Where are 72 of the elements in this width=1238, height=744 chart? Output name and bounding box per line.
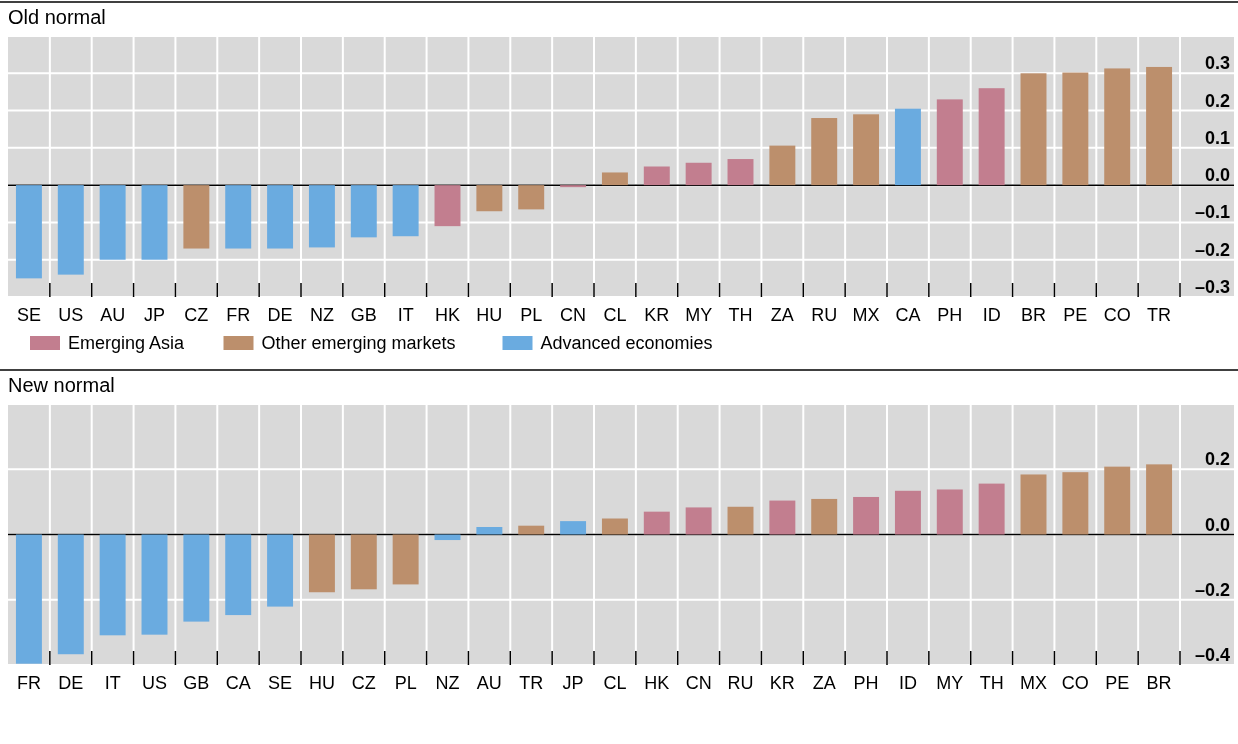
x-tick-label: MX bbox=[1020, 673, 1047, 693]
legend-label: Emerging Asia bbox=[68, 333, 186, 353]
x-tick-label: PH bbox=[937, 305, 963, 325]
x-tick-label: ZA bbox=[770, 305, 794, 325]
y-tick-label: 0.1 bbox=[1204, 127, 1230, 148]
x-tick-label: HU bbox=[476, 305, 503, 325]
x-tick-label: AU bbox=[100, 305, 126, 325]
x-tick-label: SE bbox=[16, 305, 41, 325]
y-tick-label: 0.3 bbox=[1204, 53, 1230, 74]
x-tick-label: GB bbox=[183, 673, 210, 693]
chart-title: New normal bbox=[8, 374, 115, 396]
x-tick-label: SE bbox=[268, 673, 293, 693]
x-tick-label: NZ bbox=[309, 305, 334, 325]
x-tick-label: RU bbox=[811, 305, 838, 325]
x-tick-label: CN bbox=[560, 305, 587, 325]
y-tick-label: 0.2 bbox=[1204, 90, 1230, 111]
x-tick-label: DE bbox=[267, 305, 293, 325]
x-tick-label: PH bbox=[853, 673, 879, 693]
x-tick-label: FR bbox=[16, 673, 41, 693]
x-tick-label: PE bbox=[1063, 305, 1088, 325]
x-tick-label: DE bbox=[58, 673, 84, 693]
x-tick-label: TH bbox=[728, 305, 753, 325]
x-tick-label: BR bbox=[1020, 305, 1047, 325]
y-tick-label: –0.4 bbox=[1194, 645, 1230, 665]
x-tick-label: CL bbox=[603, 305, 627, 325]
y-tick-label: –0.2 bbox=[1194, 579, 1230, 600]
x-tick-label: CL bbox=[603, 673, 627, 693]
x-tick-label: CA bbox=[895, 305, 921, 325]
x-tick-label: CA bbox=[225, 673, 251, 693]
x-tick-label: IT bbox=[397, 305, 414, 325]
x-tick-label: ID bbox=[982, 305, 1001, 325]
legend-label: Other emerging markets bbox=[261, 333, 456, 353]
x-tick-label: TR bbox=[519, 673, 544, 693]
y-tick-label: 0.0 bbox=[1204, 514, 1230, 535]
y-tick-label: –0.3 bbox=[1194, 277, 1230, 297]
x-tick-label: HK bbox=[644, 673, 670, 693]
x-tick-label: ID bbox=[898, 673, 917, 693]
x-tick-label: HU bbox=[308, 673, 335, 693]
x-tick-label: CN bbox=[685, 673, 712, 693]
y-tick-label: 0.0 bbox=[1204, 165, 1230, 186]
x-tick-label: US bbox=[58, 305, 84, 325]
x-tick-label: RU bbox=[727, 673, 754, 693]
x-tick-label: FR bbox=[226, 305, 251, 325]
x-tick-label: CO bbox=[1061, 673, 1089, 693]
x-tick-label: KR bbox=[644, 305, 670, 325]
x-tick-label: MY bbox=[936, 673, 964, 693]
x-tick-label: TR bbox=[1147, 305, 1172, 325]
x-tick-label: HK bbox=[434, 305, 461, 325]
x-tick-label: IT bbox=[104, 673, 121, 693]
x-tick-label: PE bbox=[1105, 673, 1130, 693]
x-tick-label: BR bbox=[1146, 673, 1172, 693]
x-tick-label: JP bbox=[562, 673, 584, 693]
x-tick-label: CO bbox=[1103, 305, 1131, 325]
x-tick-label: AU bbox=[476, 673, 502, 693]
x-tick-label: PL bbox=[520, 305, 543, 325]
y-tick-label: –0.2 bbox=[1194, 239, 1230, 260]
x-tick-label: KR bbox=[769, 673, 795, 693]
x-tick-label: NZ bbox=[435, 673, 460, 693]
chart-title: Old normal bbox=[8, 6, 106, 28]
y-tick-label: 0.2 bbox=[1204, 449, 1230, 470]
x-tick-label: CZ bbox=[184, 305, 209, 325]
x-tick-label: PL bbox=[394, 673, 417, 693]
x-tick-label: MX bbox=[852, 305, 880, 325]
x-tick-label: GB bbox=[350, 305, 377, 325]
x-tick-label: CZ bbox=[351, 673, 376, 693]
x-tick-label: JP bbox=[143, 305, 166, 325]
x-tick-label: US bbox=[141, 673, 168, 693]
legend-label: Advanced economies bbox=[540, 333, 713, 353]
x-tick-label: TH bbox=[979, 673, 1004, 693]
y-tick-label: –0.1 bbox=[1194, 202, 1230, 223]
x-tick-label: ZA bbox=[812, 673, 836, 693]
x-tick-label: MY bbox=[685, 305, 713, 325]
